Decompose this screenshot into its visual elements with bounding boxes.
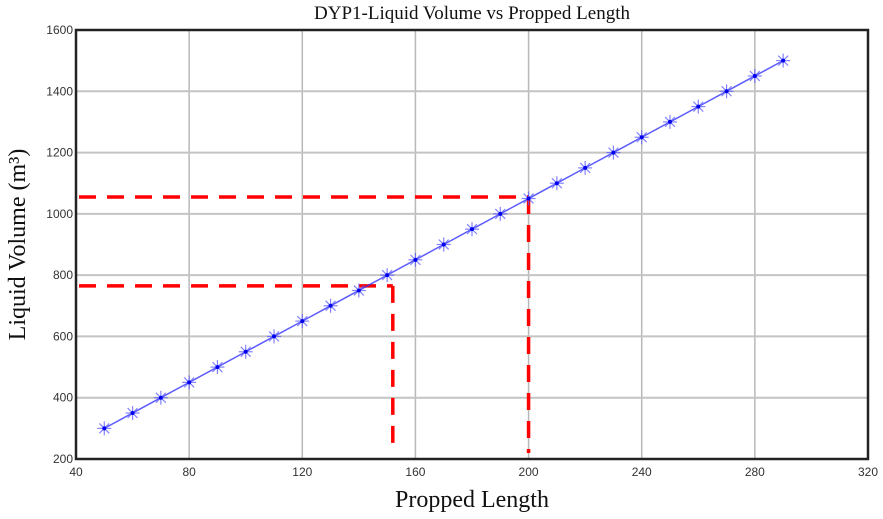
data-point-marker	[436, 237, 451, 252]
plot-area	[76, 30, 868, 459]
y-tick-label: 600	[53, 329, 73, 343]
data-point-marker	[267, 329, 281, 344]
y-tick-label: 1200	[46, 146, 73, 160]
x-tick-label: 280	[745, 465, 765, 479]
data-point-marker	[606, 145, 621, 160]
plot-frame	[74, 28, 870, 461]
y-tick-label: 200	[53, 452, 73, 466]
data-point-marker	[351, 283, 366, 298]
data-point-marker	[97, 421, 112, 436]
x-tick-label: 200	[519, 465, 539, 479]
data-point-marker	[408, 252, 423, 267]
x-tick-label: 40	[69, 465, 83, 479]
data-point-marker	[776, 53, 791, 68]
y-tick-label: 800	[53, 268, 73, 282]
y-tick-label: 1400	[46, 84, 73, 98]
x-tick-label: 320	[858, 465, 878, 479]
x-axis-label: Propped Length	[395, 487, 549, 513]
y-tick-label: 1000	[46, 207, 73, 221]
data-point-marker	[719, 84, 734, 99]
data-point-marker	[153, 390, 168, 405]
data-point-marker	[549, 176, 564, 191]
y-tick-label: 400	[53, 391, 73, 405]
data-point-marker	[634, 130, 649, 145]
y-axis-label: Liquid Volume (m³)	[5, 149, 31, 341]
data-point-marker	[691, 99, 706, 114]
data-point-marker	[380, 268, 395, 283]
data-point-marker	[578, 160, 593, 175]
x-tick-label: 80	[182, 465, 196, 479]
chart-title: DYP1-Liquid Volume vs Propped Length	[314, 3, 630, 24]
data-point-marker	[521, 191, 536, 206]
data-point-marker	[210, 360, 225, 375]
data-point-marker	[465, 222, 479, 237]
data-point-marker	[747, 68, 762, 83]
x-tick-label: 120	[292, 465, 312, 479]
data-point-marker	[125, 406, 140, 421]
x-tick-label: 240	[632, 465, 652, 479]
data-point-marker	[323, 298, 338, 313]
data-point-marker	[295, 314, 310, 329]
x-tick-label: 160	[405, 465, 425, 479]
data-point-marker	[182, 375, 197, 390]
data-point-marker	[238, 344, 253, 359]
data-point-marker	[663, 114, 677, 129]
data-point-marker	[493, 206, 508, 221]
y-tick-label: 1600	[46, 23, 73, 37]
